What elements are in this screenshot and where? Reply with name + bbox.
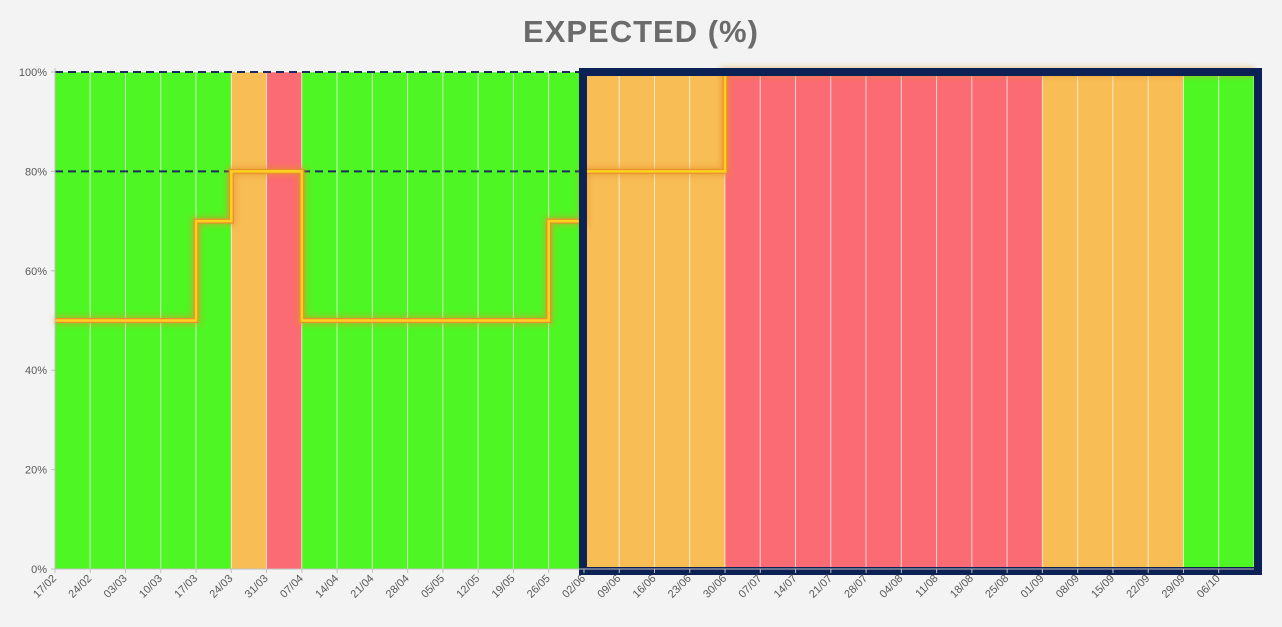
x-tick-label: 16/06: [631, 573, 659, 601]
x-tick-label: 28/04: [384, 573, 412, 601]
x-tick-label: 24/03: [207, 573, 235, 601]
x-tick-label: 21/07: [807, 573, 835, 601]
bar-09-06: [618, 71, 655, 570]
x-tick-label: 12/05: [454, 573, 482, 601]
bar-18-08: [971, 71, 1008, 570]
y-tick-label: 80%: [25, 166, 47, 178]
x-tick-label: 21/04: [349, 573, 377, 601]
bar-04-08: [900, 71, 938, 570]
x-tick-label: 07/07: [736, 573, 764, 601]
bar-14-07: [795, 71, 832, 570]
x-tick-label: 25/08: [983, 573, 1011, 601]
x-tick-label: 14/07: [772, 573, 800, 601]
x-tick-label: 09/06: [595, 573, 623, 601]
bar-31-03: [266, 71, 303, 570]
x-tick-label: 26/05: [525, 573, 553, 601]
x-tick-label: 24/02: [66, 573, 94, 601]
highlight-layer: [578, 68, 1262, 575]
bar-06-10: [1218, 71, 1255, 570]
y-tick-label: 60%: [25, 266, 47, 278]
reference-lines-layer: [55, 71, 588, 173]
bar-24-03: [230, 71, 268, 570]
y-tick-label: 100%: [19, 67, 47, 79]
x-tick-label: 18/08: [948, 573, 976, 601]
bar-26-05: [548, 71, 585, 570]
x-tick-label: 02/06: [560, 573, 588, 601]
x-tick-label: 05/05: [419, 573, 447, 601]
x-tick-label: 14/04: [313, 573, 341, 601]
x-tick-label: 07/04: [278, 573, 306, 601]
chart-title: EXPECTED (%): [523, 14, 759, 49]
bar-08-09: [1077, 71, 1114, 570]
x-tick-label: 30/06: [701, 573, 729, 601]
x-tick-label: 19/05: [490, 573, 518, 601]
bar-29-09: [1182, 71, 1220, 570]
x-tick-label: 01/09: [1019, 573, 1047, 601]
x-tick-label: 17/03: [172, 573, 200, 601]
bar-02-06: [583, 71, 620, 570]
bar-07-07: [759, 71, 797, 570]
x-tick-label: 04/08: [878, 573, 906, 601]
x-tick-label: 10/03: [137, 573, 165, 601]
bar-11-08: [936, 71, 973, 570]
x-tick-label: 17/02: [31, 573, 59, 601]
x-tick-label: 06/10: [1195, 573, 1223, 601]
bar-28-07: [865, 71, 902, 570]
bar-16-06: [654, 71, 691, 570]
bar-30-06: [724, 71, 761, 570]
bar-01-09: [1041, 71, 1079, 570]
y-tick-label: 20%: [25, 465, 47, 477]
x-tick-label: 03/03: [102, 573, 130, 601]
y-tick-label: 0%: [31, 564, 47, 576]
x-tick-label: 28/07: [842, 573, 870, 601]
y-tick-label: 40%: [25, 365, 47, 377]
bar-22-09: [1147, 71, 1184, 570]
bar-25-08: [1006, 71, 1043, 570]
x-tick-label: 11/08: [913, 573, 940, 600]
bar-23-06: [689, 71, 726, 570]
bars-layer: [54, 71, 1255, 570]
bar-17-03: [195, 71, 232, 570]
x-tick-label: 23/06: [666, 573, 694, 601]
x-tick-label: 15/09: [1089, 573, 1117, 601]
x-tick-label: 22/09: [1124, 573, 1152, 601]
x-tick-label: 31/03: [243, 573, 271, 601]
bar-15-09: [1112, 71, 1149, 570]
bar-21-07: [830, 71, 867, 570]
x-tick-label: 29/09: [1160, 573, 1188, 601]
x-tick-label: 08/09: [1054, 573, 1082, 601]
highlight-box: [578, 68, 1262, 575]
